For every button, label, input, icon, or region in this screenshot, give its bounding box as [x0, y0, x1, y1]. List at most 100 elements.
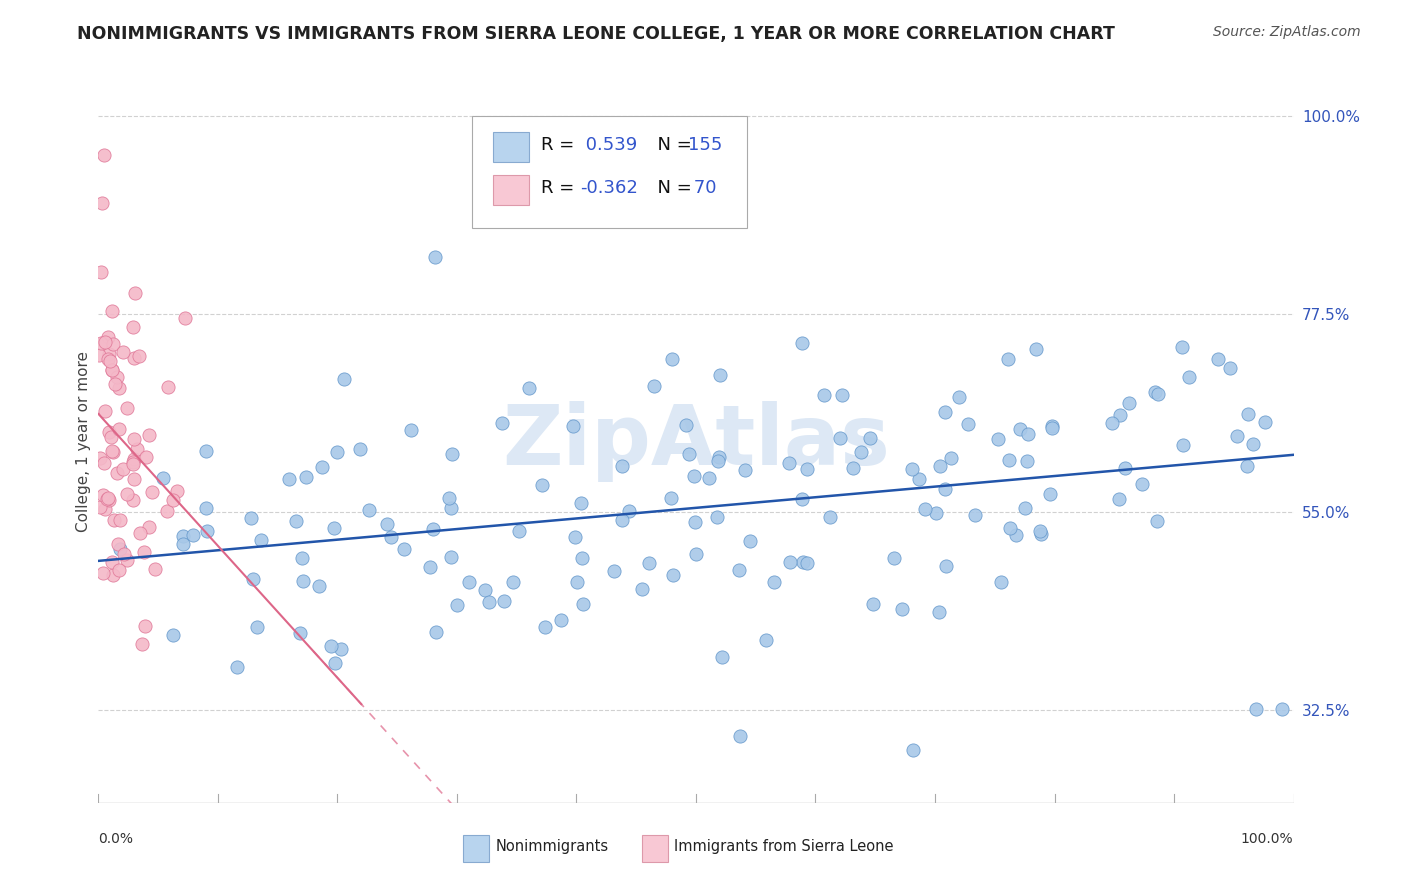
Point [166, 484, 188, 499]
Point [790, 335, 813, 350]
Point [617, 504, 640, 518]
Point [89, 451, 111, 466]
Text: R =: R = [541, 179, 579, 197]
Point [1244, 702, 1267, 716]
Point [292, 574, 315, 588]
Point [152, 470, 174, 484]
Point [1146, 514, 1168, 528]
Point [1178, 370, 1201, 384]
Point [124, 472, 146, 486]
Point [323, 657, 346, 671]
Point [565, 574, 588, 589]
Point [891, 602, 914, 616]
Point [957, 417, 980, 431]
Point [1206, 352, 1229, 367]
Point [100, 555, 122, 569]
Point [1108, 491, 1130, 506]
Point [101, 337, 124, 351]
Point [928, 458, 950, 473]
Point [830, 431, 852, 445]
Point [425, 624, 447, 639]
Point [762, 574, 785, 589]
Point [610, 513, 633, 527]
Point [162, 493, 184, 508]
Point [285, 514, 308, 528]
Point [94, 334, 117, 349]
Bar [643, 835, 668, 862]
Point [419, 560, 441, 574]
Point [93, 148, 115, 162]
Point [934, 559, 956, 574]
Point [122, 320, 145, 334]
Point [1015, 453, 1038, 467]
Point [1040, 420, 1063, 434]
Point [818, 510, 841, 524]
Point [1029, 526, 1052, 541]
Bar [494, 175, 529, 205]
Point [124, 285, 146, 300]
Point [478, 594, 501, 608]
Point [491, 416, 513, 430]
Point [711, 650, 734, 665]
Point [502, 575, 524, 590]
Point [278, 472, 301, 486]
Point [659, 491, 682, 505]
Point [127, 442, 149, 456]
Point [508, 524, 530, 538]
Point [1254, 415, 1277, 429]
Point [97, 351, 120, 366]
Point [474, 583, 496, 598]
Point [122, 451, 145, 466]
Point [162, 628, 184, 642]
Point [612, 458, 634, 473]
Point [1101, 417, 1123, 431]
Point [849, 445, 872, 459]
Point [319, 639, 342, 653]
Point [939, 450, 962, 465]
Point [908, 472, 931, 486]
Point [1029, 524, 1052, 538]
Point [107, 536, 129, 550]
Point [778, 456, 800, 470]
Point [97, 330, 120, 344]
Point [91, 566, 114, 580]
Point [1039, 487, 1062, 501]
Point [1236, 407, 1258, 421]
Point [533, 620, 555, 634]
Point [103, 567, 125, 582]
Point [110, 513, 132, 527]
Y-axis label: College, 1 year or more: College, 1 year or more [76, 351, 91, 532]
Point [458, 575, 481, 590]
Point [329, 642, 352, 657]
Point [571, 598, 593, 612]
Point [349, 442, 371, 456]
Point [842, 461, 865, 475]
Point [638, 556, 661, 570]
Point [98, 347, 121, 361]
Point [446, 598, 468, 612]
Point [115, 401, 138, 415]
Point [294, 470, 316, 484]
Point [98, 492, 121, 507]
Point [883, 551, 905, 566]
Point [141, 485, 163, 500]
Point [250, 533, 273, 547]
Point [122, 454, 145, 468]
Point [1005, 527, 1028, 541]
Point [1147, 387, 1170, 401]
Point [1271, 702, 1294, 716]
Text: Immigrants from Sierra Leone: Immigrants from Sierra Leone [675, 838, 894, 854]
Point [734, 463, 756, 477]
Point [101, 443, 124, 458]
Point [564, 530, 586, 544]
Point [569, 496, 592, 510]
Point [157, 380, 180, 394]
Point [380, 530, 402, 544]
Point [1108, 408, 1130, 422]
Point [128, 349, 150, 363]
Point [104, 377, 127, 392]
Point [934, 405, 956, 419]
Point [1171, 438, 1194, 452]
Point [93, 404, 115, 418]
Point [792, 491, 814, 506]
